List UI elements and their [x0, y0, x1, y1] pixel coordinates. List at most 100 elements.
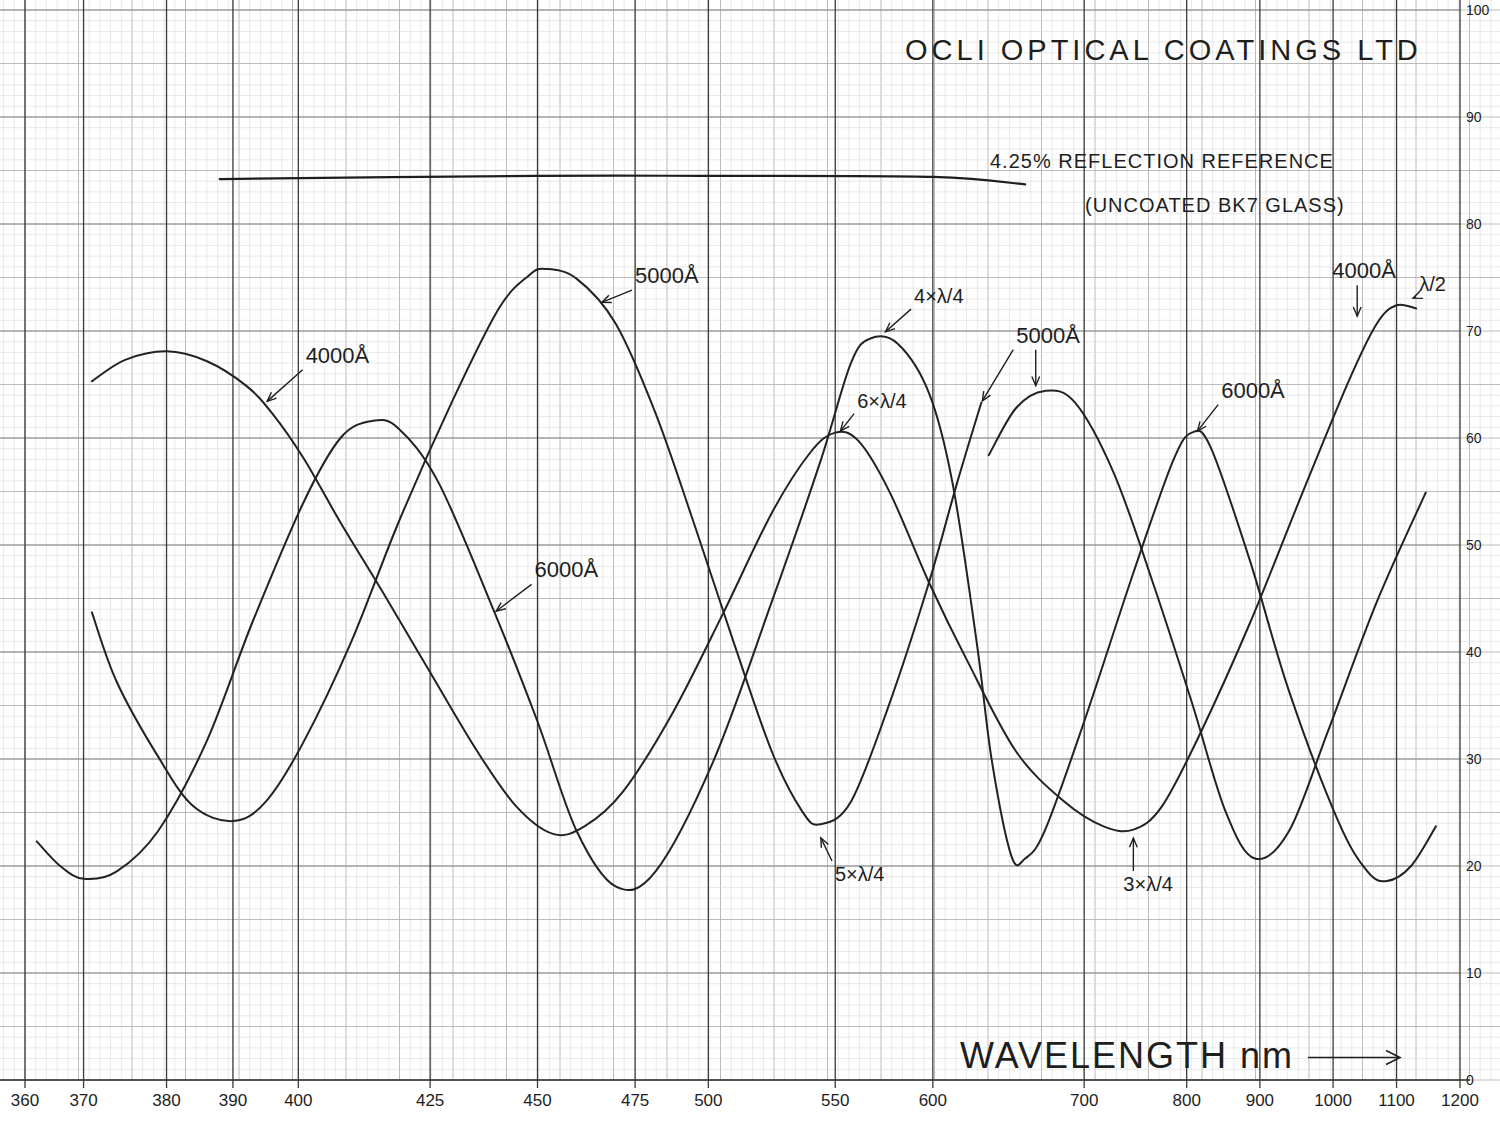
paper-line [624, 0, 625, 1080]
paper-line [153, 0, 154, 1080]
paper-line [271, 0, 272, 1080]
paper-line [774, 0, 775, 1080]
paper-line [0, 748, 1500, 749]
x-grid-line [932, 0, 933, 1088]
paper-line [0, 352, 1500, 353]
arrow-shaft [1357, 285, 1358, 316]
paper-line [0, 74, 1500, 75]
paper-line [1383, 0, 1384, 1080]
arrow-head [1129, 838, 1137, 847]
paper-line [0, 609, 1500, 610]
x-grid-line [24, 0, 25, 1088]
annotation-label: λ/2 [1419, 273, 1446, 295]
paper-line [816, 0, 817, 1080]
annotation-arrow [1353, 285, 1361, 316]
paper-line [0, 459, 1500, 460]
paper-line [0, 598, 1500, 599]
paper-line [1426, 0, 1427, 1080]
paper-line [966, 0, 967, 1080]
paper-line [0, 652, 1500, 653]
annotation-arrow [1197, 405, 1218, 431]
x-tick-label: 800 [1172, 1091, 1200, 1110]
paper-line [602, 0, 603, 1080]
annotation-label: 5×λ/4 [835, 863, 884, 885]
x-grid-line [1396, 0, 1397, 1088]
paper-line [335, 0, 336, 1080]
x-tick-label: 475 [621, 1091, 649, 1110]
paper-line [0, 331, 1500, 332]
paper-line [0, 416, 1500, 417]
paper-line [356, 0, 357, 1080]
paper-line [0, 1026, 1500, 1027]
paper-line [442, 0, 443, 1080]
x-axis-arrow [1308, 1051, 1400, 1065]
paper-line [0, 780, 1500, 781]
paper-line [955, 0, 956, 1080]
x-grid-line [708, 0, 709, 1088]
annotation-arrow [1129, 838, 1137, 871]
arrow-shaft [1035, 350, 1036, 386]
paper-line [0, 138, 1500, 139]
paper-line [420, 0, 421, 1080]
paper-line [453, 0, 454, 1080]
paper-line [388, 0, 389, 1080]
arrow-head [840, 421, 849, 431]
x-tick-label: 550 [821, 1091, 849, 1110]
paper-line [399, 0, 400, 1080]
paper-line [1437, 0, 1438, 1080]
paper-line [0, 630, 1500, 631]
paper-line [0, 363, 1500, 364]
paper-line [0, 876, 1500, 877]
paper-line [0, 641, 1500, 642]
paper-line [0, 277, 1500, 278]
paper-line [0, 962, 1500, 963]
y-grid-line [0, 865, 1460, 866]
paper-line [3, 0, 4, 1080]
paper-line [0, 341, 1500, 342]
paper-line [0, 855, 1500, 856]
paper-line [0, 673, 1500, 674]
paper-line [827, 0, 828, 1080]
paper-line [709, 0, 710, 1080]
paper-line [795, 0, 796, 1080]
plot-area [37, 176, 1436, 891]
y-tick-label: 30 [1466, 751, 1482, 767]
paper-line [0, 930, 1500, 931]
x-tick-label: 400 [284, 1091, 312, 1110]
paper-line [0, 373, 1500, 374]
paper-line [0, 256, 1500, 257]
y-grid-line [0, 758, 1460, 759]
background [0, 0, 1500, 1125]
x-tick-label: 700 [1070, 1091, 1098, 1110]
paper-line [741, 0, 742, 1080]
paper-line [0, 801, 1500, 802]
paper-line [527, 0, 528, 1080]
arrow-head [1386, 1051, 1400, 1065]
paper-line [913, 0, 914, 1080]
x-tick-label: 1000 [1314, 1091, 1352, 1110]
paper-line [0, 566, 1500, 567]
paper-line [0, 737, 1500, 738]
arrow-head [886, 323, 895, 332]
arrow-shaft [1197, 405, 1218, 431]
annotation-label: 4000Å [306, 343, 370, 368]
paper-line [14, 0, 15, 1080]
paper-line [0, 887, 1500, 888]
paper-line [164, 0, 165, 1080]
paper-line [281, 0, 282, 1080]
arrow-head [267, 392, 276, 401]
series-line [92, 305, 1416, 836]
annotation-arrow [496, 584, 531, 611]
paper-line [0, 716, 1500, 717]
y-tick-label: 20 [1466, 858, 1482, 874]
paper-line [1362, 0, 1363, 1080]
annotation-arrow [602, 290, 632, 302]
paper-line [656, 0, 657, 1080]
paper-line [934, 0, 935, 1080]
paper-line [570, 0, 571, 1080]
arrow-head [496, 603, 506, 612]
y-tick-label: 70 [1466, 323, 1482, 339]
x-tick-label: 1100 [1378, 1091, 1415, 1110]
paper-line [410, 0, 411, 1080]
paper-line [206, 0, 207, 1080]
